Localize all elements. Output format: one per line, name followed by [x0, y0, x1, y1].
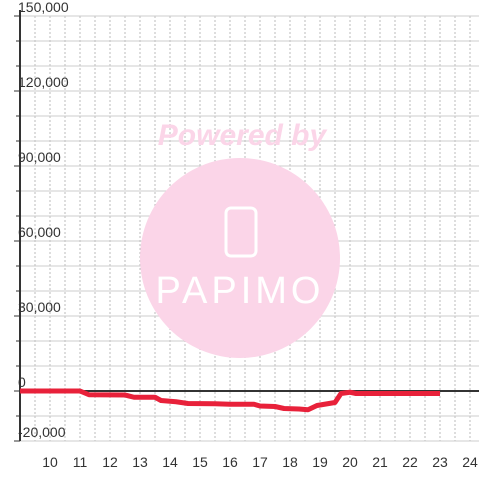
watermark-title: Powered by — [158, 119, 328, 152]
line-series — [20, 388, 440, 413]
x-tick-label: 10 — [42, 454, 58, 470]
x-tick-label: 16 — [222, 454, 238, 470]
x-tick-label: 23 — [432, 454, 448, 470]
y-tick-label: 150,000 — [18, 0, 69, 15]
y-tick-label: -20,000 — [18, 424, 66, 440]
watermark: Powered by PAPIMO — [140, 119, 340, 358]
y-tick-label: 30,000 — [18, 299, 61, 315]
y-tick-label: 120,000 — [18, 74, 69, 90]
plot: 10 11 12 13 14 15 16 17 18 19 20 21 22 23 24 -20,000 0 30… — [14, 0, 478, 470]
x-tick-label: 19 — [312, 454, 328, 470]
x-tick-label: 20 — [342, 454, 358, 470]
x-tick-label: 17 — [252, 454, 268, 470]
x-tick-label: 18 — [282, 454, 298, 470]
x-tick-label: 15 — [192, 454, 208, 470]
watermark-logo: PAPIMO — [156, 270, 325, 312]
y-tick-label: 90,000 — [18, 149, 61, 165]
x-tick-label: 11 — [73, 454, 88, 470]
watermark-phone — [224, 206, 258, 258]
x-tick-label: 24 — [462, 454, 478, 470]
y-tick-label: 0 — [18, 374, 26, 390]
x-tick-label: 12 — [102, 454, 118, 470]
x-tick-label: 14 — [162, 454, 178, 470]
x-tick-label: 22 — [402, 454, 418, 470]
y-tick-label: 60,000 — [18, 224, 61, 240]
x-tick-label: 21 — [372, 454, 388, 470]
watermark-circle — [140, 158, 340, 358]
x-tick-label: 13 — [132, 454, 148, 470]
